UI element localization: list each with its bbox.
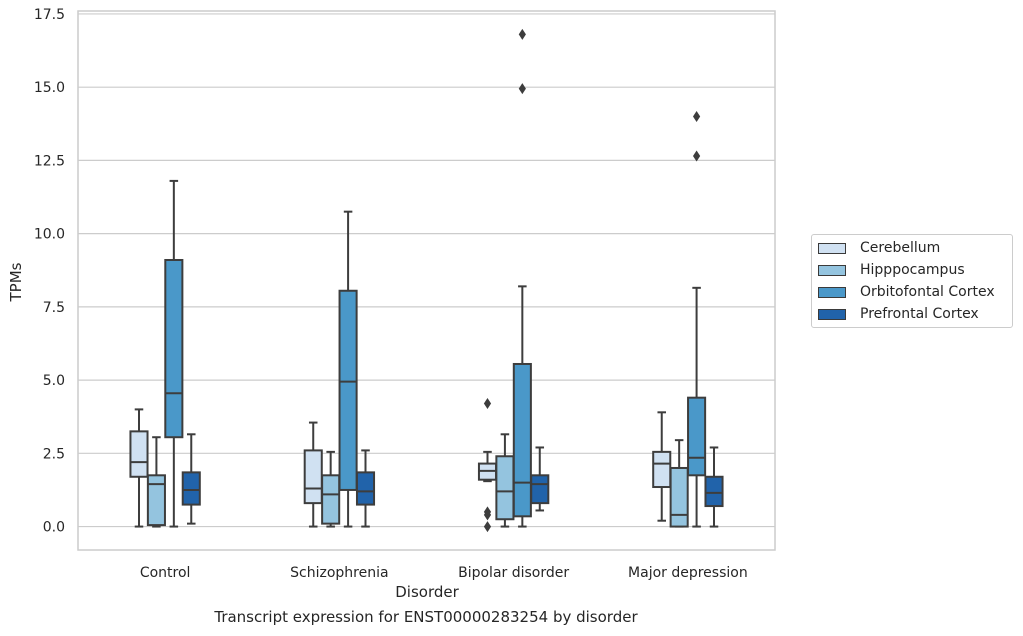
y-tick-label: 2.5 — [43, 446, 65, 462]
y-axis-label: TPMs — [7, 262, 25, 302]
box-iqr — [181, 471, 201, 506]
y-tick-label: 17.5 — [34, 7, 65, 23]
box-group — [652, 411, 672, 522]
x-tick-label: Major depression — [628, 565, 748, 581]
outlier-point — [518, 28, 526, 40]
outlier-point — [518, 83, 526, 95]
box-iqr — [687, 396, 707, 477]
legend-label-cerebellum: Cerebellum — [860, 240, 941, 256]
x-tick-label: Control — [140, 565, 191, 581]
box-iqr — [669, 466, 689, 528]
y-tick-label: 12.5 — [34, 153, 65, 169]
plot-area-frame — [77, 10, 776, 551]
box-group — [477, 398, 498, 533]
box-iqr — [530, 474, 550, 505]
box-group — [181, 433, 201, 525]
chart-caption: Transcript expression for ENST0000028325… — [214, 608, 638, 626]
legend-label-hippocampus: Hipppocampus — [860, 262, 965, 278]
x-tick-label: Bipolar disorder — [458, 565, 569, 581]
box-group — [669, 439, 689, 528]
outlier-point — [483, 398, 492, 410]
box-group — [146, 436, 166, 528]
legend-item-hippocampus: Hipppocampus — [818, 260, 965, 280]
box-iqr — [303, 449, 323, 505]
outlier-point — [483, 509, 492, 521]
box-group — [355, 449, 376, 528]
box-plots — [129, 28, 724, 533]
box-iqr — [704, 475, 724, 508]
grid-lines — [78, 13, 775, 528]
box-iqr — [495, 455, 515, 521]
box-iqr — [338, 289, 358, 491]
x-tick-label: Schizophrenia — [290, 565, 388, 581]
box-group — [303, 421, 323, 528]
legend-item-cerebellum: Cerebellum — [818, 238, 940, 258]
legend-swatch-cerebellum — [818, 242, 846, 254]
box-group — [530, 446, 550, 512]
x-tick-labels: Control Schizophrenia Bipolar disorder Majo… — [140, 565, 748, 581]
y-tick-label: 5.0 — [43, 373, 65, 389]
box-group — [321, 450, 341, 528]
box-iqr — [652, 450, 672, 489]
y-tick-label: 7.5 — [43, 300, 65, 316]
box-group — [338, 210, 358, 528]
box-iqr — [355, 471, 376, 506]
box-group — [495, 433, 515, 528]
legend-item-orbitofrontal-cortex: Orbitofontal Cortex — [818, 282, 995, 302]
legend-label-prefrontal-cortex: Prefrontal Cortex — [860, 306, 979, 322]
y-tick-labels: 0.0 2.5 5.0 7.5 10.0 12.5 15.0 17.5 — [34, 7, 65, 536]
y-tick-label: 0.0 — [43, 520, 65, 536]
outlier-point — [483, 521, 492, 533]
box-group — [129, 408, 149, 528]
box-iqr — [321, 474, 341, 525]
box-iqr — [146, 474, 166, 527]
outlier-point — [692, 110, 701, 122]
legend-label-orbitofrontal-cortex: Orbitofontal Cortex — [860, 284, 995, 300]
box-group — [687, 110, 707, 528]
legend-swatch-hippocampus — [818, 264, 846, 276]
box-iqr — [512, 362, 532, 518]
legend: Cerebellum Hipppocampus Orbitofontal Cor… — [811, 234, 1013, 328]
box-group — [512, 28, 532, 528]
x-axis-label: Disorder — [395, 583, 459, 601]
y-tick-label: 15.0 — [34, 80, 65, 96]
legend-swatch-orbitofrontal-cortex — [818, 286, 846, 298]
y-tick-label: 10.0 — [34, 227, 65, 243]
box-group — [704, 446, 724, 528]
legend-swatch-prefrontal-cortex — [818, 308, 846, 320]
box-group — [164, 179, 184, 528]
box-iqr — [129, 430, 149, 478]
box-iqr — [164, 258, 184, 439]
legend-item-prefrontal-cortex: Prefrontal Cortex — [818, 304, 979, 324]
outlier-point — [692, 150, 701, 162]
